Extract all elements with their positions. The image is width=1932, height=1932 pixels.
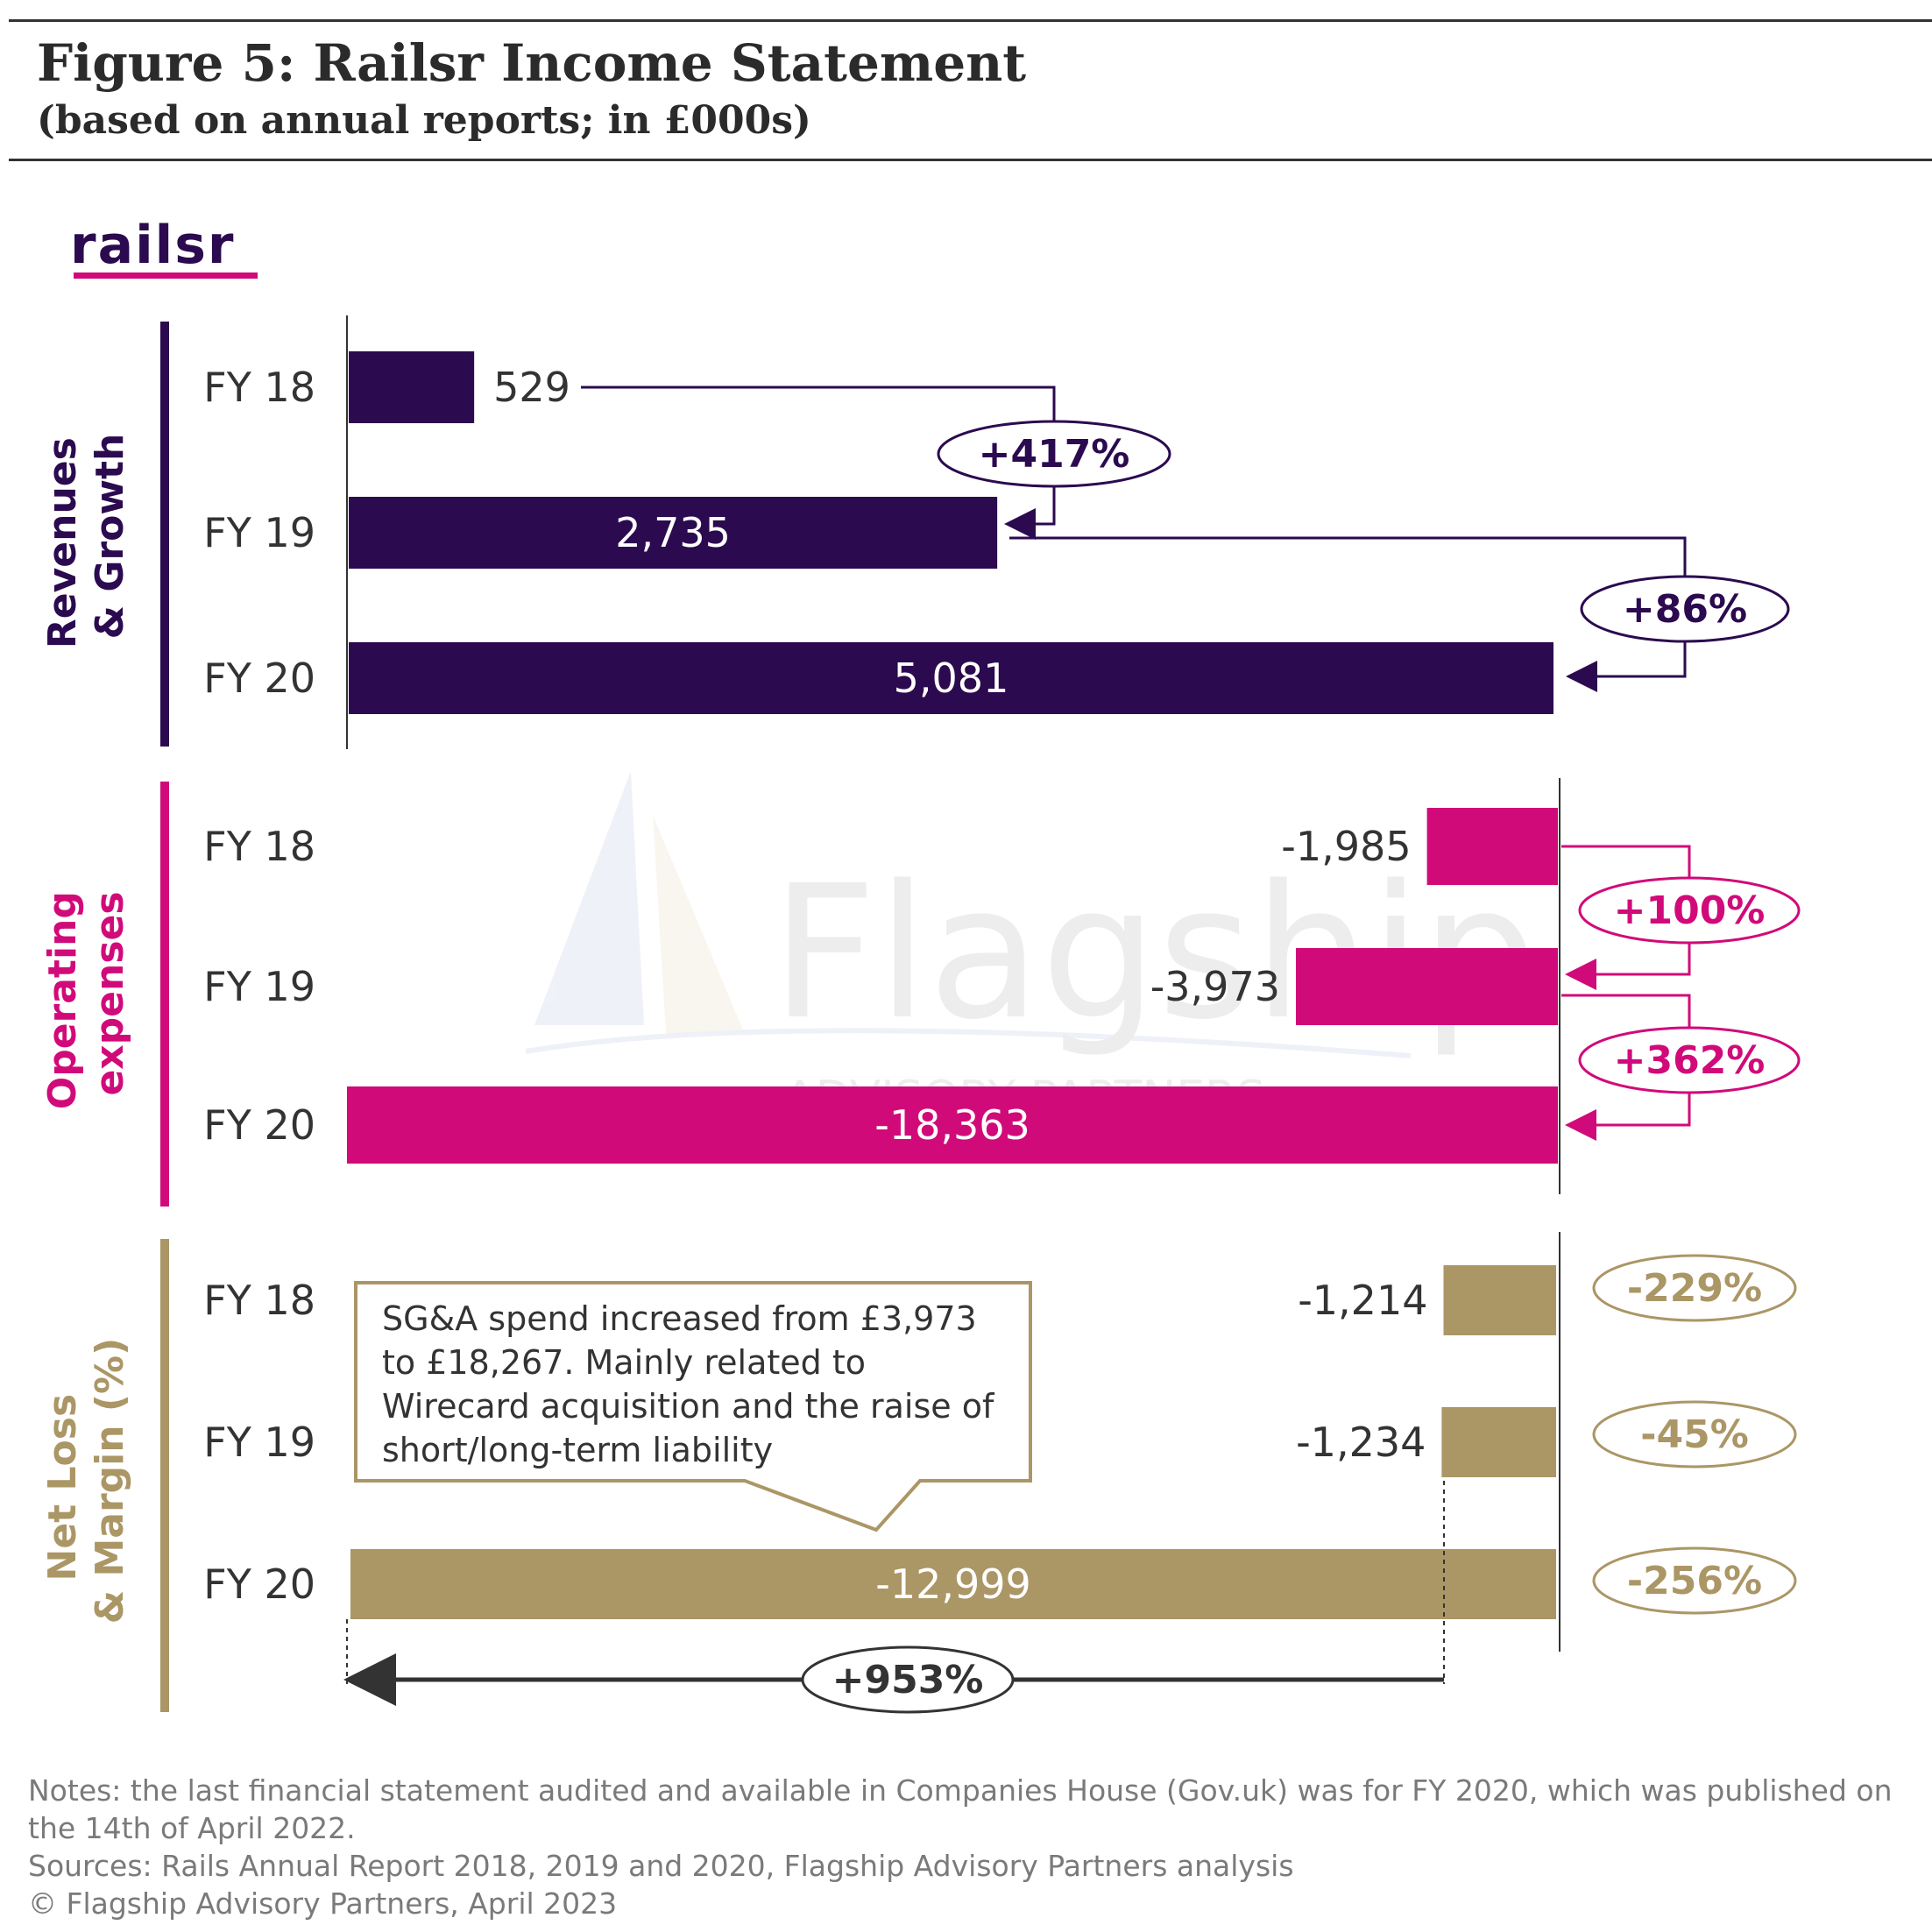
svg-text:SG&A spend increased from £3,9: SG&A spend increased from £3,973 to £18,… (382, 1299, 1004, 1469)
railsr-logo: railsr (70, 215, 258, 279)
bar-1-fy20 (347, 1086, 1558, 1164)
notes-text: Notes: the last financial statement audi… (28, 1773, 1893, 1845)
copyright-text: © Flagship Advisory Partners, April 2023 (28, 1886, 618, 1921)
category-label: FY 19 (203, 1419, 315, 1466)
svg-text:+362%: +362% (1614, 1038, 1766, 1083)
growth-badge-86: +86% (1580, 575, 1790, 643)
category-label: FY 20 (203, 655, 315, 702)
value-label: 529 (493, 364, 570, 411)
footer-notes: Notes: the last financial statement audi… (28, 1772, 1912, 1922)
value-label: -1,214 (1298, 1277, 1427, 1324)
net-section-label: Net Loss & Margin (%) (40, 1338, 132, 1624)
category-label: FY 19 (203, 509, 315, 556)
revenue-section-label: Revenues & Growth (40, 424, 132, 648)
page-subtitle: (based on annual reports; in £000s) (37, 98, 811, 143)
value-label: -1,234 (1296, 1419, 1426, 1466)
growth-badge-417: +417% (937, 420, 1171, 488)
value-label: -18,363 (874, 1101, 1030, 1149)
growth-badge-100: +100% (1578, 876, 1801, 945)
svg-text:+417%: +417% (979, 432, 1130, 477)
growth-badge-362: +362% (1578, 1026, 1801, 1094)
value-label: -12,999 (875, 1560, 1031, 1608)
value-label: -1,985 (1281, 823, 1411, 870)
category-label: FY 18 (203, 364, 315, 411)
bar-2-fy20 (350, 1549, 1556, 1619)
bar-2-fy19 (1441, 1407, 1556, 1477)
title-rule (9, 159, 1932, 161)
bar-2-fy18 (1443, 1265, 1556, 1335)
category-label: FY 20 (203, 1101, 315, 1149)
margin-badge-fy19: -45% (1592, 1400, 1797, 1468)
svg-text:+100%: +100% (1614, 888, 1766, 933)
watermark-sail-icon (534, 771, 644, 1025)
opex-section-bar (160, 782, 169, 1207)
bar-0-fy19 (349, 497, 998, 569)
sga-callout: SG&A spend increased from £3,973 to £18,… (354, 1281, 1032, 1532)
railsr-logo-underline (74, 272, 258, 279)
bar-0-fy20 (349, 642, 1553, 714)
svg-text:+953%: +953% (832, 1658, 984, 1702)
bars-layer: FY 18 529 FY 19 2,735 FY 20 5,081 FY 18 -1,985 F… (203, 351, 1558, 1619)
category-label: FY 18 (203, 823, 315, 870)
svg-text:-256%: -256% (1627, 1559, 1762, 1603)
top-rule (9, 19, 1932, 22)
margin-badge-fy18: -229% (1592, 1254, 1797, 1322)
svg-text:-45%: -45% (1640, 1412, 1749, 1457)
railsr-logo-text: railsr (70, 215, 236, 276)
net-section-bar (160, 1239, 169, 1712)
category-label: FY 18 (203, 1277, 315, 1324)
revenue-section-bar (160, 322, 169, 747)
net-loss-growth-span: +953% (343, 1481, 1445, 1714)
category-label: FY 19 (203, 963, 315, 1010)
value-label: 2,735 (615, 509, 731, 556)
bar-0-fy18 (349, 351, 475, 423)
value-label: -3,973 (1150, 963, 1280, 1010)
svg-text:-229%: -229% (1627, 1266, 1762, 1311)
sources-text: Sources: Rails Annual Report 2018, 2019 … (28, 1849, 1294, 1883)
margin-badge-fy20: -256% (1592, 1546, 1797, 1615)
bar-1-fy18 (1426, 808, 1558, 885)
bar-1-fy19 (1295, 948, 1558, 1025)
category-label: FY 20 (203, 1560, 315, 1608)
value-label: 5,081 (894, 655, 1009, 702)
page-title: Figure 5: Railsr Income Statement (37, 33, 1027, 93)
opex-section-label: Operating expenses (40, 878, 132, 1109)
svg-text:+86%: +86% (1623, 587, 1747, 632)
